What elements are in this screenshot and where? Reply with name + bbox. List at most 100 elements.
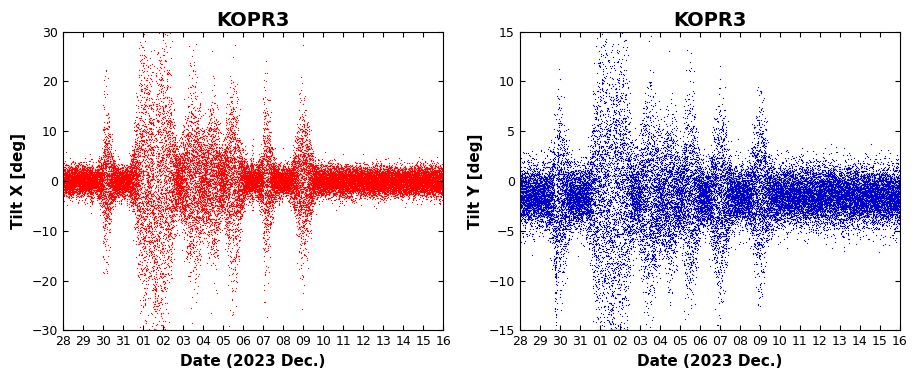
Point [62,188,77,195]
Point [172,156,187,162]
Point [805,210,820,216]
Point [249,188,264,194]
Point [863,209,878,215]
Point [278,173,292,179]
Point [794,186,809,192]
Point [525,211,539,217]
Point [818,184,833,190]
Point [868,187,882,193]
Point [524,205,539,211]
Point [672,220,686,226]
Point [809,188,823,194]
Point [588,190,603,196]
Point [213,184,228,190]
Point [741,173,755,179]
Point [521,209,536,215]
Point [237,157,252,163]
Point [281,190,296,196]
Point [227,186,242,192]
Point [788,217,802,223]
Point [655,126,670,132]
Point [675,177,689,183]
Point [323,189,337,195]
Point [178,182,193,188]
Point [767,196,782,202]
Point [122,180,137,187]
Point [249,186,264,192]
Point [285,175,300,181]
Point [119,164,134,170]
Point [883,196,898,202]
Point [716,120,731,126]
Point [380,184,394,190]
Point [359,178,374,184]
Point [616,149,630,155]
Point [345,179,359,185]
Point [222,147,237,154]
Point [251,164,266,170]
Point [323,173,337,179]
Point [698,204,712,210]
Point [278,176,293,182]
Point [655,187,670,193]
Point [266,170,280,176]
Point [606,289,620,295]
Point [774,190,789,196]
Point [527,212,541,218]
Point [834,183,848,189]
Point [233,172,248,178]
Point [625,169,640,176]
Point [837,217,852,223]
Point [299,220,313,226]
Point [180,126,195,132]
Point [651,211,665,217]
Point [535,188,550,195]
Point [864,197,879,203]
Point [597,171,612,177]
Point [728,179,743,185]
Point [369,193,383,199]
Point [697,188,711,194]
Point [602,179,617,185]
Point [614,167,629,173]
Point [869,189,884,195]
Point [828,177,843,183]
Point [891,179,906,185]
Point [762,165,777,171]
Point [700,228,715,234]
Point [652,199,667,205]
Point [281,168,296,174]
Point [276,185,290,191]
Point [392,184,407,190]
Point [639,182,653,188]
Point [383,180,398,186]
Point [664,118,679,124]
Point [593,328,607,334]
Point [596,165,611,171]
Point [857,196,871,203]
Point [866,212,880,218]
Point [519,219,534,225]
Point [861,199,876,205]
Point [527,190,541,196]
Point [520,150,535,156]
Point [853,187,868,193]
Point [565,203,580,209]
Point [114,178,129,184]
Point [733,198,748,204]
Point [201,200,216,206]
Point [126,147,141,153]
Point [86,169,101,175]
Point [698,208,712,214]
Point [228,145,243,151]
Point [264,168,278,174]
Point [774,204,789,210]
Point [763,206,777,212]
Point [664,199,679,205]
Point [436,172,450,178]
Point [181,186,196,192]
Point [353,169,368,175]
Point [761,198,776,204]
Point [138,145,153,151]
Point [562,177,576,183]
